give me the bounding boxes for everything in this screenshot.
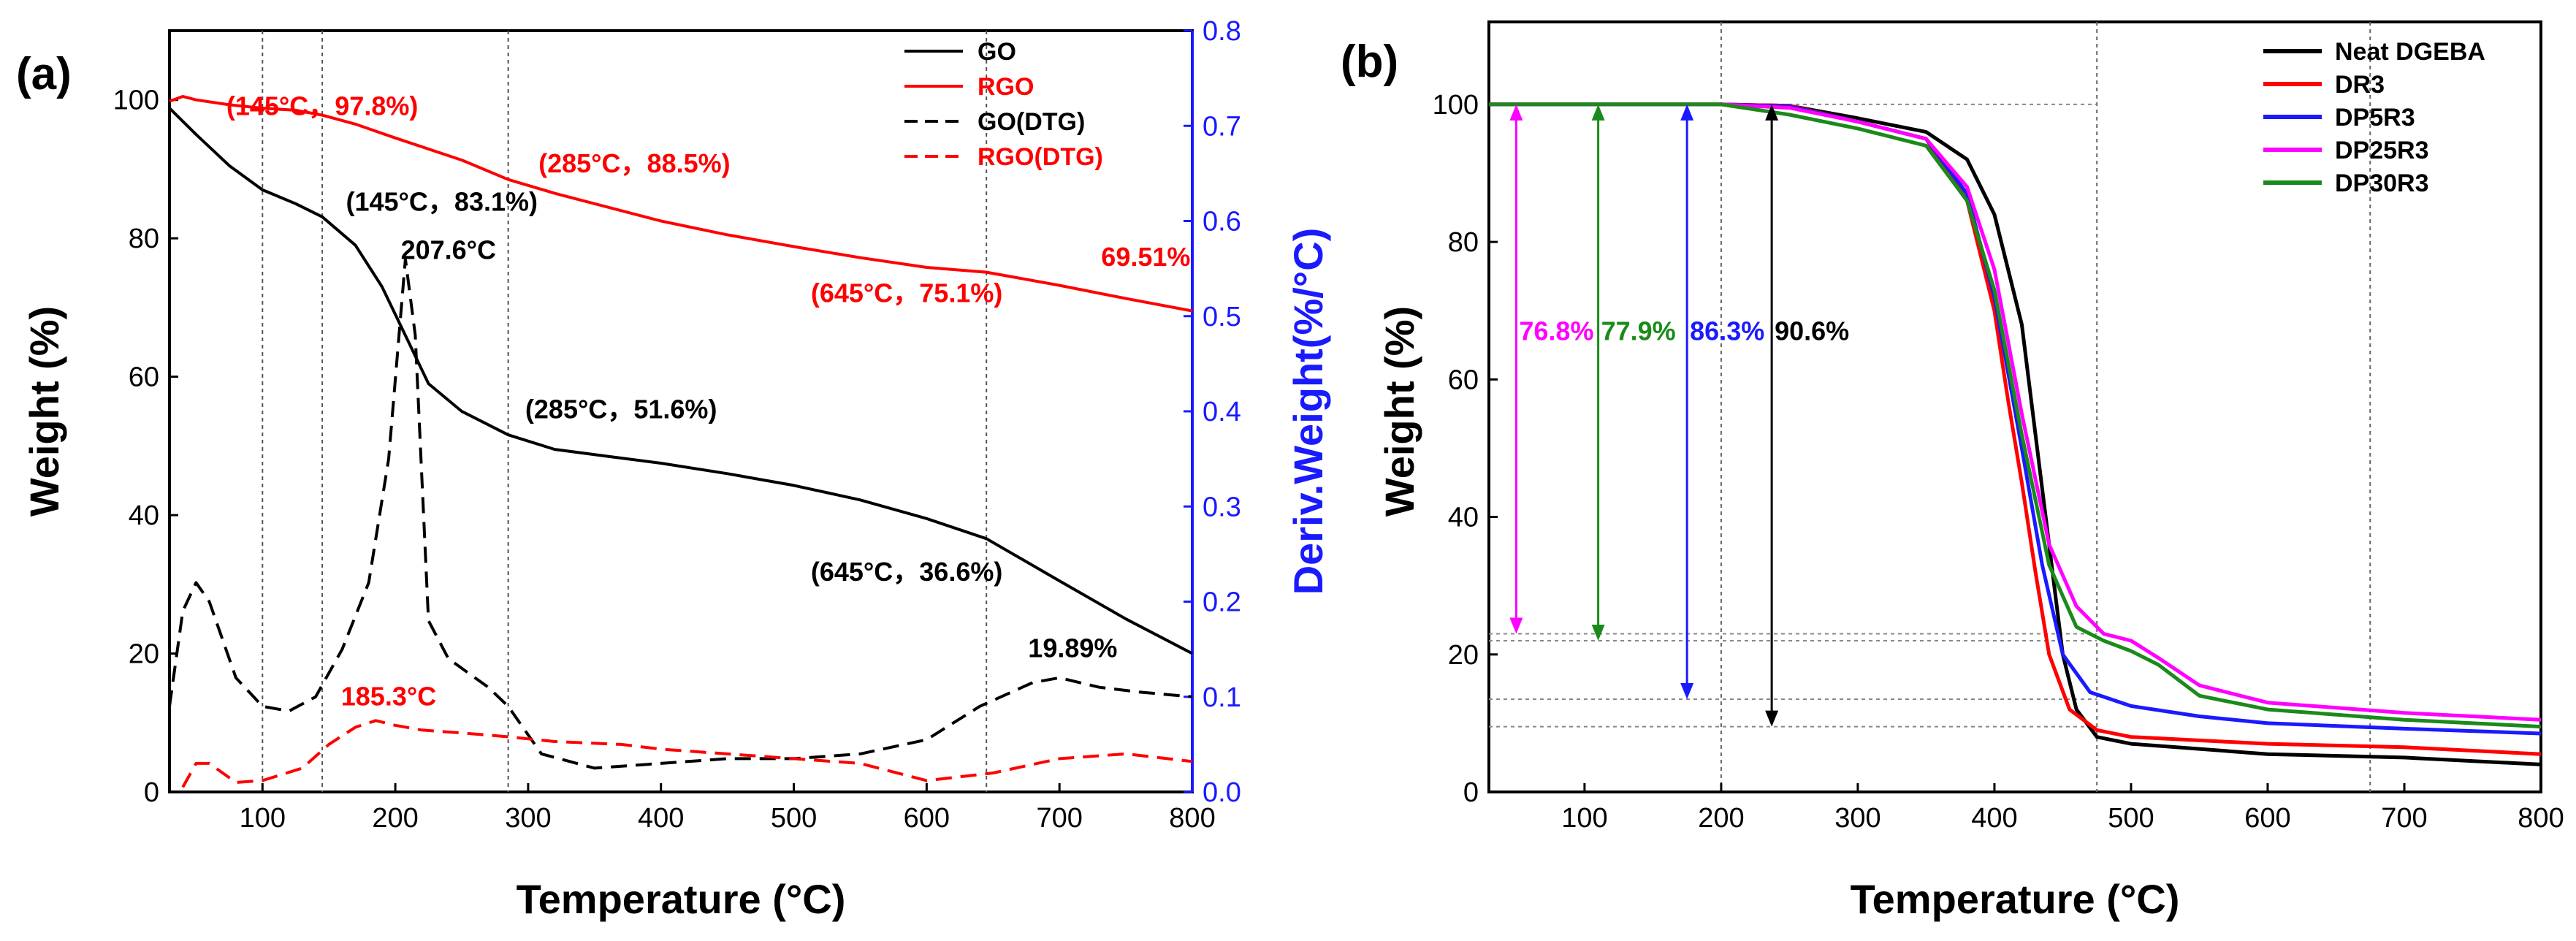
arrow-head-up-b — [1765, 104, 1779, 121]
x-axis-label-b: Temperature (°C) — [1851, 876, 2180, 922]
annotation-a: (145°C，83.1%) — [346, 186, 538, 216]
annotation-a: (645°C，75.1%) — [811, 278, 1003, 308]
series-line-go — [168, 107, 1193, 655]
x-tick-label-b: 400 — [1971, 803, 2017, 834]
series-line-rgo-dtg- — [181, 719, 1193, 788]
annotation-a: 185.3°C — [341, 682, 436, 712]
legend-label-a: GO — [978, 38, 1016, 66]
annotation-a: (285°C，51.6%) — [525, 394, 717, 424]
y2-tick-label-a: 0.1 — [1203, 682, 1241, 713]
annotation-a: (645°C，36.6%) — [811, 557, 1003, 587]
arrow-head-up-b — [1509, 104, 1523, 121]
y-tick-label-b: 80 — [1448, 227, 1479, 258]
x-axis-label-a: Temperature (°C) — [517, 876, 846, 922]
y-tick-label-b: 40 — [1448, 503, 1479, 533]
series-line-rgo — [169, 95, 1193, 313]
x-tick-label-a: 400 — [638, 803, 684, 834]
y2-tick-label-a: 0.5 — [1203, 302, 1241, 332]
y-axis-label-a: Weight (%) — [21, 306, 67, 517]
legend-label-b: DP25R3 — [2335, 137, 2429, 164]
y-tick-label-a: 0 — [144, 777, 159, 808]
x-tick-label-b: 700 — [2381, 803, 2427, 834]
panel-label-b: (b) — [1341, 37, 1398, 87]
x-tick-label-b: 100 — [1561, 803, 1607, 834]
legend-label-a: RGO(DTG) — [978, 143, 1103, 171]
series-line-neat-dgeba — [1489, 102, 2542, 766]
y-tick-label-a: 100 — [113, 85, 159, 116]
legend-label-b: Neat DGEBA — [2335, 38, 2485, 66]
x-tick-label-b: 300 — [1834, 803, 1880, 834]
annotation-a: 69.51% — [1101, 242, 1190, 272]
x-tick-label-a: 700 — [1036, 803, 1082, 834]
y2-tick-label-a: 0.3 — [1203, 492, 1241, 522]
panel-label-a: (a) — [16, 49, 72, 99]
chart-panel-a: (a) 100 200 300 400 500 600 700 800 0 20 40 60 80 10… — [16, 16, 1331, 922]
legend-label-b: DR3 — [2335, 71, 2385, 99]
arrow-head-up-b — [1591, 104, 1605, 121]
arrow-head-down-b — [1509, 617, 1523, 634]
series-line-dp30r3 — [1489, 102, 2542, 729]
annotation-a: (285°C，88.5%) — [538, 148, 731, 178]
legend-label-a: RGO — [978, 73, 1034, 101]
arrow-head-down-b — [1591, 624, 1605, 641]
y2-tick-label-a: 0.2 — [1203, 587, 1241, 618]
y2-tick-label-a: 0.4 — [1203, 397, 1241, 427]
arrow-label-b: 77.9% — [1601, 316, 1676, 346]
x-tick-label-b: 200 — [1698, 803, 1744, 834]
y-axis-label-b: Weight (%) — [1376, 306, 1422, 517]
y2-tick-label-a: 0.7 — [1203, 111, 1241, 142]
y2-tick-label-a: 0.6 — [1203, 207, 1241, 237]
x-tick-label-a: 200 — [372, 803, 418, 834]
x-tick-label-b: 800 — [2518, 803, 2564, 834]
series-line-dp25r3 — [1489, 102, 2542, 722]
y-tick-label-a: 40 — [129, 500, 159, 531]
annotation-a: 207.6°C — [401, 235, 496, 265]
x-tick-label-a: 500 — [771, 803, 817, 834]
x-tick-label-a: 600 — [904, 803, 950, 834]
y-tick-label-b: 0 — [1463, 777, 1479, 808]
annotation-a: 19.89% — [1028, 633, 1117, 663]
plot-frame-b — [1487, 20, 2542, 793]
series-line-go-dtg- — [168, 257, 1193, 770]
legend-label-b: DP5R3 — [2335, 104, 2415, 132]
x-tick-label-a: 800 — [1169, 803, 1215, 834]
arrow-label-b: 90.6% — [1775, 316, 1849, 346]
y-tick-label-b: 20 — [1448, 640, 1479, 671]
arrow-head-down-b — [1765, 710, 1779, 727]
arrow-label-b: 76.8% — [1519, 316, 1593, 346]
x-tick-label-a: 300 — [505, 803, 551, 834]
x-tick-label-b: 500 — [2108, 803, 2154, 834]
y2-axis-label-a: Deriv.Weight(%/°C) — [1285, 228, 1331, 595]
arrow-head-down-b — [1680, 682, 1694, 699]
y2-tick-label-a: 0.0 — [1203, 777, 1241, 808]
legend-label-a: GO(DTG) — [978, 108, 1085, 136]
annotation-a: (145°C，97.8%) — [226, 91, 419, 121]
x-tick-label-b: 600 — [2244, 803, 2290, 834]
y-tick-label-a: 20 — [129, 639, 159, 670]
y-tick-label-b: 60 — [1448, 365, 1479, 395]
y2-tick-label-a: 0.8 — [1203, 16, 1241, 47]
y-tick-label-b: 100 — [1433, 90, 1479, 121]
chart-panel-b: (b) 100 200 300 400 500 600 700 800 0 20 40 60 80 10… — [1341, 20, 2564, 922]
arrow-label-b: 86.3% — [1690, 316, 1764, 346]
x-tick-label-a: 100 — [240, 803, 286, 834]
y-tick-label-a: 60 — [129, 362, 159, 393]
y-tick-label-a: 80 — [129, 224, 159, 254]
legend-label-b: DP30R3 — [2335, 169, 2429, 197]
arrow-head-up-b — [1680, 104, 1694, 121]
